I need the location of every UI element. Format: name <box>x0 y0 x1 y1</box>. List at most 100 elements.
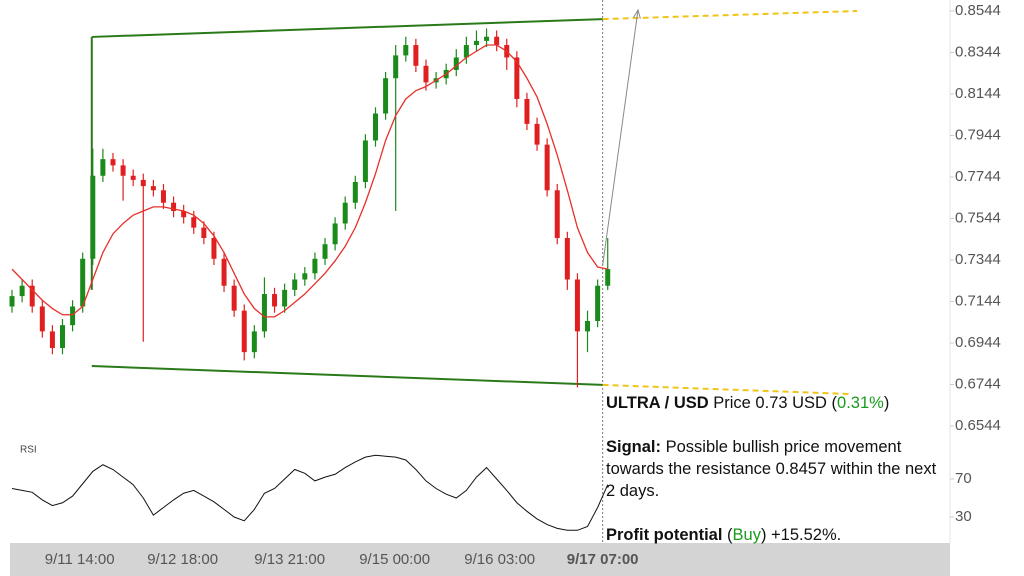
candle-body <box>322 244 328 259</box>
candle-body <box>110 159 116 166</box>
candle-body <box>473 40 479 46</box>
candle-body <box>534 123 540 145</box>
candle-body <box>39 306 45 332</box>
profit-open: ( <box>722 526 733 544</box>
candle-body <box>332 223 338 245</box>
candle-body <box>362 140 368 182</box>
signal-text: Possible bullish price movement towards … <box>606 438 937 500</box>
x-tick-label: 9/15 00:00 <box>359 551 430 568</box>
candle-body <box>595 285 601 322</box>
candle-body <box>221 258 227 286</box>
candle-body <box>605 269 611 286</box>
candle-body <box>100 159 106 176</box>
change: 0.31% <box>837 394 884 412</box>
y-tick-label: 0.7144 <box>955 292 1001 309</box>
candle-body <box>150 186 156 191</box>
x-tick-label: 9/11 14:00 <box>45 551 115 568</box>
rsi-tick-label: 30 <box>955 508 972 525</box>
candle-body <box>130 175 136 180</box>
candle-body <box>554 190 560 239</box>
candle-body <box>241 310 247 353</box>
candle-body <box>90 175 96 259</box>
candle-body <box>29 285 35 307</box>
candle-body <box>272 294 278 307</box>
y-tick-label: 0.8344 <box>955 43 1001 60</box>
y-tick-label: 0.6944 <box>955 334 1001 351</box>
candle-body <box>342 202 348 224</box>
candle-body <box>292 279 298 290</box>
y-tick-label: 0.6744 <box>955 375 1001 392</box>
profit-label: Profit potential <box>606 526 723 544</box>
support-line <box>91 365 603 386</box>
candle-body <box>231 285 237 311</box>
candle-body <box>140 179 146 187</box>
signal-panel: ULTRA / USD Price 0.73 USD (0.31%) Signa… <box>606 392 948 546</box>
candle-body <box>393 55 399 79</box>
x-tick-label: 9/17 07:00 <box>567 551 639 568</box>
x-tick-label: 9/12 18:00 <box>147 551 218 568</box>
candle-body <box>181 211 187 218</box>
candle-body <box>191 217 197 228</box>
x-axis-band <box>10 543 950 576</box>
price-end: ) <box>883 394 890 412</box>
arrow-head <box>632 8 641 19</box>
y-tick-label: 0.8144 <box>955 85 1001 102</box>
candle-body <box>413 45 419 66</box>
signal: Signal: Possible bullish price movement … <box>606 436 948 502</box>
candle-body <box>484 36 490 41</box>
candle-body <box>352 181 358 203</box>
candle-body <box>160 190 166 203</box>
candle-body <box>70 306 76 326</box>
price-line: ULTRA / USD Price 0.73 USD (0.31%) <box>606 392 948 414</box>
signal-label: Signal: <box>606 438 662 456</box>
moving-average <box>11 44 608 318</box>
candle-body <box>383 78 389 114</box>
candle-body <box>80 258 86 307</box>
x-tick-label: 9/16 03:00 <box>464 551 535 568</box>
candle-body <box>494 36 500 46</box>
candle-body <box>49 331 55 348</box>
candle-body <box>19 285 25 297</box>
pair: ULTRA / USD <box>606 394 709 412</box>
candle-body <box>544 144 550 191</box>
candle-body <box>564 238 570 280</box>
rsi-line <box>11 454 609 531</box>
profit-value: ) +15.52%. <box>760 526 842 544</box>
y-tick-label: 0.6544 <box>955 417 1001 434</box>
candle-body <box>251 331 257 353</box>
y-tick-label: 0.7744 <box>955 168 1001 185</box>
candle-body <box>403 45 409 56</box>
candle-body <box>453 57 459 70</box>
y-tick-label: 0.7344 <box>955 251 1001 268</box>
candle-body <box>120 165 126 176</box>
y-tick-label: 0.7544 <box>955 209 1001 226</box>
candle-body <box>60 325 66 348</box>
candle-body <box>585 321 591 332</box>
price: Price 0.73 USD ( <box>708 394 838 412</box>
candle-body <box>171 202 177 212</box>
candle-body <box>423 65 429 83</box>
candle-body <box>9 296 15 307</box>
candle-body <box>261 294 267 332</box>
resistance-line <box>91 18 603 38</box>
target-arrow <box>602 9 639 266</box>
candle-body <box>302 273 308 280</box>
profit: Profit potential (Buy) +15.52%. <box>606 524 948 546</box>
candle-body <box>574 279 580 332</box>
candle-body <box>282 289 288 307</box>
candle-body <box>312 258 318 274</box>
profit-action: Buy <box>732 526 761 544</box>
rsi-label: RSI <box>20 445 37 456</box>
candle-body <box>372 113 378 141</box>
candle-body <box>211 238 217 259</box>
x-tick-label: 9/13 21:00 <box>254 551 325 568</box>
projection-line <box>602 10 858 21</box>
rsi-tick-label: 70 <box>955 470 972 487</box>
candle-body <box>201 227 207 239</box>
y-tick-label: 0.7944 <box>955 126 1001 143</box>
candle-body <box>524 98 530 124</box>
projection-line <box>602 383 851 396</box>
y-tick-label: 0.8544 <box>955 2 1001 19</box>
candle-body <box>514 57 520 99</box>
